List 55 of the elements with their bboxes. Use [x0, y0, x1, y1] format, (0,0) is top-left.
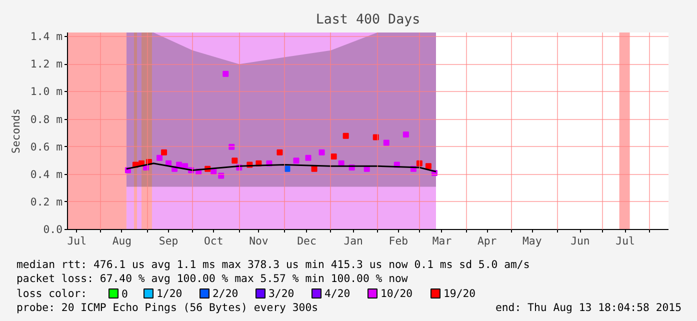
- x-tick-label: Oct: [204, 234, 224, 248]
- point: [330, 153, 337, 160]
- point: [232, 158, 238, 164]
- y-axis-title: Seconds: [9, 108, 22, 154]
- text: median rtt: 476.1 us avg 1.1 ms max 378.3 us min 415.3 us now 0.1 ms sd 5.0 am/s: [16, 258, 530, 271]
- x-tick-label: Jul: [616, 234, 635, 248]
- legend-label: 2/20: [212, 287, 238, 300]
- x-tick-label: Nov: [249, 234, 268, 248]
- point: [305, 154, 312, 161]
- legend-label: 19/20: [444, 287, 476, 300]
- text: packet loss: 67.40 % avg 100.00 % max 5.57 % min 100.00 % now: [16, 272, 408, 285]
- point: [372, 134, 379, 140]
- chart-title: Last 400 Days: [316, 12, 420, 28]
- point: [383, 140, 390, 146]
- legend-label: 0: [122, 288, 128, 300]
- legend-label: 1/20: [156, 287, 182, 300]
- legend-title: loss color:: [16, 287, 88, 300]
- point: [342, 132, 349, 139]
- y-tick-label: 0.4 m: [30, 168, 62, 181]
- y-tick-label: 1.2 m: [30, 58, 62, 71]
- point: [284, 166, 290, 172]
- y-tick-label: 0.2 m: [30, 195, 62, 208]
- point: [218, 172, 224, 179]
- x-tick-label: May: [522, 234, 542, 248]
- y-tick-label: 0.6 m: [30, 140, 62, 154]
- x-tick-label: Sep: [158, 234, 178, 248]
- point: [311, 166, 318, 172]
- point: [402, 131, 409, 138]
- x-tick-label: Jul: [67, 234, 87, 248]
- x-tick-label: Mar: [432, 234, 452, 248]
- legend-label: 3/20: [268, 287, 294, 300]
- text: probe: 20 ICMP Echo Pings (56 Bytes) every 300s: [16, 301, 318, 314]
- point: [228, 144, 235, 150]
- point: [318, 149, 325, 156]
- x-tick-label: Dec: [297, 234, 316, 248]
- point: [293, 158, 300, 164]
- text: end: Thu Aug 13 18:04:58 2015: [495, 301, 682, 314]
- legend-label: 4/20: [324, 287, 350, 300]
- point: [156, 154, 163, 161]
- point: [161, 149, 168, 156]
- point: [222, 70, 229, 77]
- y-tick-label: 1.4 m: [30, 30, 62, 44]
- point: [276, 149, 283, 156]
- x-tick-label: Jun: [570, 234, 590, 248]
- legend-label: 10/20: [380, 287, 413, 300]
- x-tick-label: Feb: [388, 234, 408, 248]
- point: [416, 160, 422, 166]
- point: [425, 163, 432, 170]
- x-tick-label: Jan: [344, 234, 363, 248]
- x-tick-label: Aug: [112, 234, 132, 248]
- x-tick-label: Apr: [477, 234, 498, 248]
- y-tick-label: 0.0: [43, 223, 63, 236]
- y-tick-label: 1.0 m: [30, 85, 62, 98]
- y-tick-label: 0.8 m: [30, 112, 62, 126]
- point: [210, 168, 217, 175]
